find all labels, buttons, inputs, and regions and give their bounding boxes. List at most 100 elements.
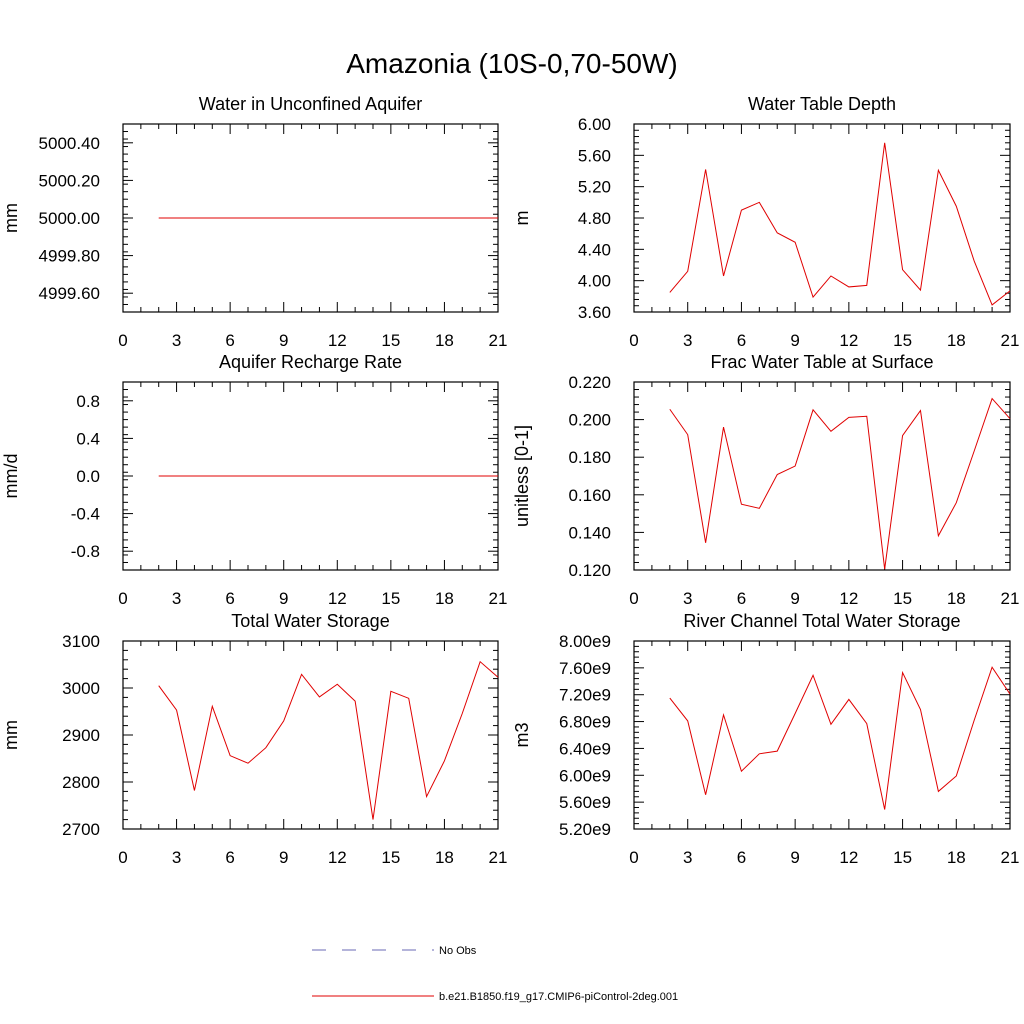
x-tick-label: 15 <box>381 331 400 350</box>
x-tick-label: 9 <box>279 331 288 350</box>
y-tick-label: 2800 <box>62 773 100 792</box>
y-tick-label: 5000.40 <box>39 134 100 153</box>
x-tick-label: 6 <box>737 848 746 867</box>
x-tick-label: 3 <box>172 331 181 350</box>
x-tick-label: 6 <box>225 848 234 867</box>
x-tick-label: 0 <box>629 848 638 867</box>
x-tick-label: 6 <box>225 589 234 608</box>
x-tick-label: 21 <box>1001 589 1020 608</box>
y-tick-label: 4.40 <box>578 240 611 259</box>
series-line <box>158 660 499 820</box>
x-tick-label: 3 <box>683 589 692 608</box>
x-tick-label: 0 <box>118 848 127 867</box>
series-line <box>669 666 1011 810</box>
x-tick-label: 15 <box>893 331 912 350</box>
panel-aquifer-recharge-rate: Aquifer Recharge Rate mm/d 0 3 6 9 12 15 18 21 -0.… <box>1 352 507 608</box>
y-tick-label: -0.8 <box>71 542 100 561</box>
x-tick-label: 18 <box>947 331 966 350</box>
x-tick-label: 0 <box>629 589 638 608</box>
y-tick-label: 2900 <box>62 726 100 745</box>
x-tick-label: 12 <box>839 331 858 350</box>
panel-water-in-unconfined-aquifer: Water in Unconfined Aquifer mm 0 3 6 9 12 15 18 2… <box>1 94 507 350</box>
x-tick-label: 15 <box>893 848 912 867</box>
y-tick-label: 0.220 <box>568 373 611 392</box>
panel-title: River Channel Total Water Storage <box>683 611 960 631</box>
y-tick-label: 5.60e9 <box>559 793 611 812</box>
y-tick-label: 6.80e9 <box>559 713 611 732</box>
x-tick-label: 0 <box>629 331 638 350</box>
x-tick-label: 12 <box>328 331 347 350</box>
x-tick-label: 6 <box>225 331 234 350</box>
x-tick-label: 15 <box>893 589 912 608</box>
panel-total-water-storage: Total Water Storage mm 0 3 6 9 12 15 18 21 2700 280… <box>1 611 507 867</box>
x-tick-label: 9 <box>279 848 288 867</box>
figure-title: Amazonia (10S-0,70-50W) <box>346 48 677 79</box>
y-tick-label: 0.8 <box>76 392 100 411</box>
x-tick-label: 6 <box>737 589 746 608</box>
x-tick-label: 21 <box>1001 848 1020 867</box>
y-tick-label: 3.60 <box>578 303 611 322</box>
x-tick-label: 18 <box>435 848 454 867</box>
x-tick-label: 9 <box>790 331 799 350</box>
panel-title: Total Water Storage <box>231 611 389 631</box>
x-tick-label: 15 <box>381 589 400 608</box>
y-tick-label: 7.60e9 <box>559 659 611 678</box>
y-tick-label: 0.180 <box>568 448 611 467</box>
x-tick-label: 9 <box>790 848 799 867</box>
x-tick-label: 21 <box>1001 331 1020 350</box>
y-tick-label: 4999.60 <box>39 284 100 303</box>
panel-title: Aquifer Recharge Rate <box>219 352 402 372</box>
y-tick-label: 4999.80 <box>39 247 100 266</box>
legend-label-model-run: b.e21.B1850.f19_g17.CMIP6-piControl-2deg… <box>439 991 678 1003</box>
x-tick-label: 18 <box>435 331 454 350</box>
panel-water-table-depth: Water Table Depth m 0 3 6 9 12 15 18 21 3.60 4.00 4.… <box>512 94 1019 350</box>
y-tick-label: -0.4 <box>71 505 100 524</box>
y-tick-label: 0.140 <box>568 523 611 542</box>
x-tick-label: 12 <box>839 589 858 608</box>
x-tick-label: 18 <box>435 589 454 608</box>
y-tick-label: 3100 <box>62 632 100 651</box>
x-tick-label: 12 <box>328 848 347 867</box>
y-tick-label: 6.40e9 <box>559 739 611 758</box>
x-tick-label: 3 <box>172 589 181 608</box>
y-tick-label: 5.60 <box>578 146 611 165</box>
y-tick-label: 4.00 <box>578 272 611 291</box>
x-tick-label: 18 <box>947 848 966 867</box>
y-tick-label: 5.20e9 <box>559 820 611 839</box>
x-tick-label: 3 <box>172 848 181 867</box>
plot-frame <box>633 381 1011 571</box>
legend: No Obs b.e21.B1850.f19_g17.CMIP6-piContr… <box>312 945 678 1003</box>
x-tick-label: 9 <box>790 589 799 608</box>
plot-frame <box>122 640 499 830</box>
y-tick-label: 2700 <box>62 820 100 839</box>
x-tick-label: 12 <box>328 589 347 608</box>
y-tick-label: 0.4 <box>76 429 100 448</box>
y-axis-label: m <box>512 211 532 226</box>
x-tick-label: 15 <box>381 848 400 867</box>
y-tick-label: 0.120 <box>568 561 611 580</box>
plot-frame <box>633 123 1011 313</box>
y-tick-label: 5.20 <box>578 178 611 197</box>
y-tick-label: 0.160 <box>568 486 611 505</box>
x-tick-label: 3 <box>683 848 692 867</box>
panels-group: Water in Unconfined Aquifer mm 0 3 6 9 12 15 18 2… <box>1 94 1019 867</box>
y-tick-label: 6.00 <box>578 115 611 134</box>
x-tick-label: 21 <box>489 848 508 867</box>
y-tick-label: 6.00e9 <box>559 766 611 785</box>
legend-label-no-obs: No Obs <box>439 945 477 957</box>
y-axis-label: unitless [0-1] <box>512 425 532 527</box>
y-axis-label: m3 <box>512 722 532 747</box>
y-tick-label: 3000 <box>62 679 100 698</box>
x-tick-label: 12 <box>839 848 858 867</box>
y-tick-label: 4.80 <box>578 209 611 228</box>
panel-title: Water Table Depth <box>748 94 896 114</box>
x-tick-label: 21 <box>489 589 508 608</box>
x-tick-label: 3 <box>683 331 692 350</box>
y-axis-label: mm/d <box>1 454 21 499</box>
series-line <box>669 142 1011 306</box>
y-tick-label: 0.0 <box>76 467 100 486</box>
y-tick-label: 0.200 <box>568 411 611 430</box>
panel-frac-water-table-at-surface: Frac Water Table at Surface unitless [0-1… <box>512 352 1019 608</box>
x-tick-label: 0 <box>118 589 127 608</box>
